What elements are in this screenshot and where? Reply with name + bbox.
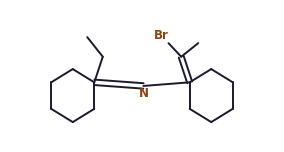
Text: Br: Br (154, 29, 168, 42)
Text: N: N (138, 87, 149, 100)
